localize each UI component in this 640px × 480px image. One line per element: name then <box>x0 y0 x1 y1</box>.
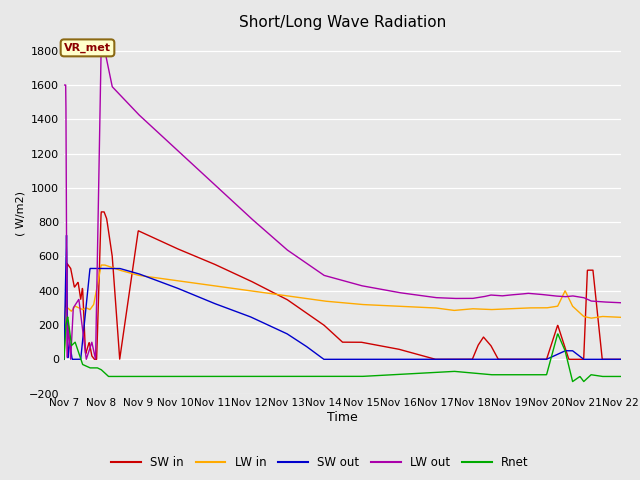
Y-axis label: ( W/m2): ( W/m2) <box>16 191 26 236</box>
Text: VR_met: VR_met <box>64 43 111 53</box>
X-axis label: Time: Time <box>327 411 358 424</box>
Title: Short/Long Wave Radiation: Short/Long Wave Radiation <box>239 15 446 30</box>
Legend: SW in, LW in, SW out, LW out, Rnet: SW in, LW in, SW out, LW out, Rnet <box>107 452 533 474</box>
